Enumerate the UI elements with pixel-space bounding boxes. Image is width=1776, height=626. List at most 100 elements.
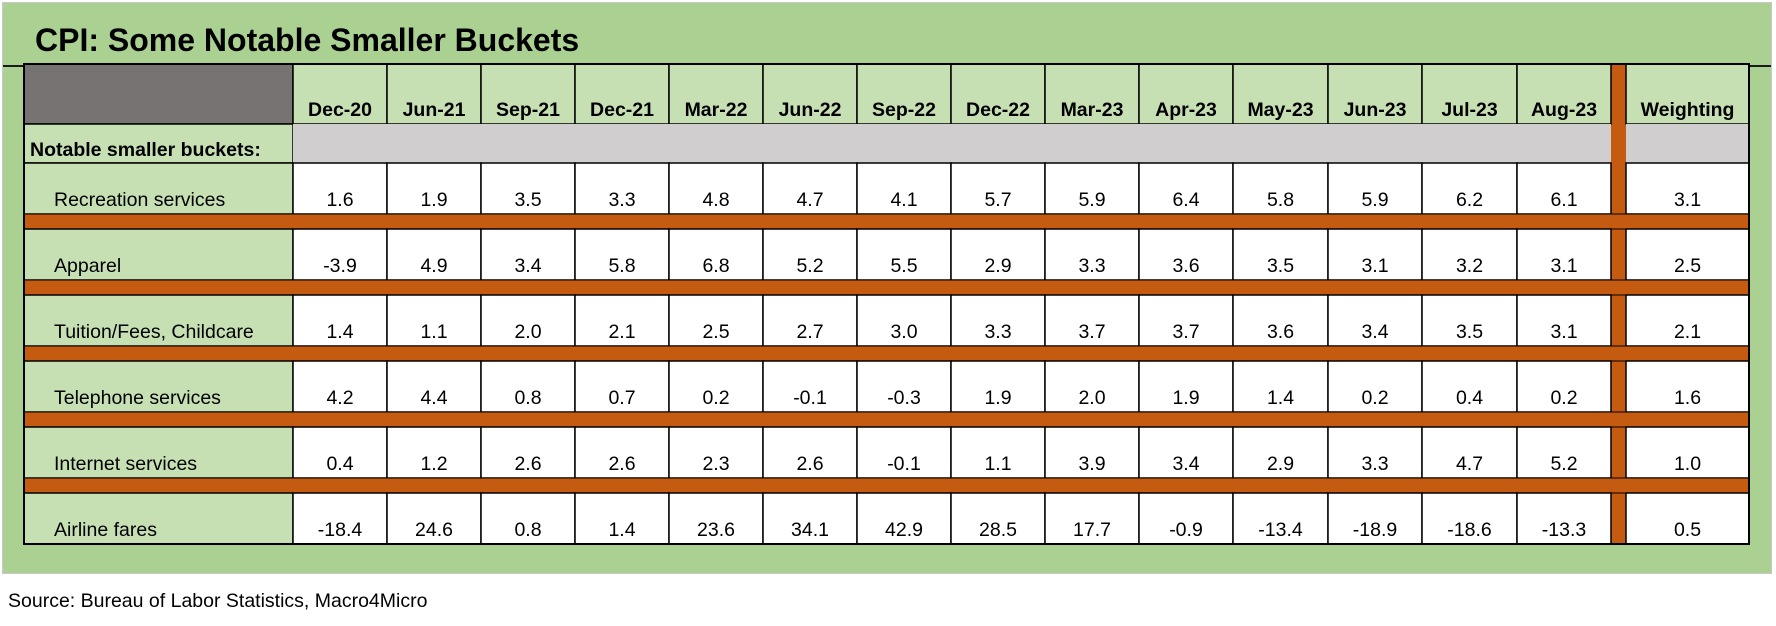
source-note: Source: Bureau of Labor Statistics, Macr… (8, 590, 428, 612)
value-label: 5.9 (1361, 189, 1388, 211)
value-cell (292, 426, 388, 479)
value-cell (668, 228, 764, 281)
value-label: 42.9 (885, 519, 923, 541)
value-label: 1.9 (984, 387, 1011, 409)
value-cell (1232, 162, 1329, 215)
row-label-cell (23, 162, 294, 215)
value-cell (668, 492, 764, 545)
value-label: 28.5 (979, 519, 1017, 541)
value-label: 2.9 (984, 255, 1011, 277)
weight-cell (1625, 426, 1750, 479)
value-cell (386, 162, 482, 215)
column-header: Mar-22 (685, 99, 748, 121)
value-label: 3.7 (1172, 321, 1199, 343)
value-cell (386, 360, 482, 413)
value-label: 1.4 (326, 321, 353, 343)
value-cell (950, 162, 1046, 215)
value-label: 4.4 (420, 387, 447, 409)
row-label: Apparel (54, 255, 121, 277)
page-title: CPI: Some Notable Smaller Buckets (35, 22, 580, 58)
value-label: 3.3 (984, 321, 1011, 343)
value-cell (1421, 426, 1518, 479)
value-cell (1138, 492, 1234, 545)
value-label: 2.7 (796, 321, 823, 343)
value-cell (856, 492, 952, 545)
value-label: 2.6 (608, 453, 635, 475)
row-label-cell (23, 294, 294, 347)
weight-separator-bar (1611, 64, 1626, 544)
value-cell (1138, 294, 1234, 347)
value-cell (1044, 360, 1140, 413)
value-label: -0.1 (793, 387, 827, 409)
column-header: Jun-22 (779, 99, 842, 121)
value-cell (668, 360, 764, 413)
value-cell (1516, 426, 1612, 479)
value-cell (1232, 360, 1329, 413)
value-label: 3.4 (1172, 453, 1199, 475)
value-cell (1044, 426, 1140, 479)
row-separator-bar (23, 411, 1750, 428)
value-cell (292, 360, 388, 413)
value-label: 0.7 (608, 387, 635, 409)
column-header: Mar-23 (1061, 99, 1124, 121)
value-cell (480, 492, 576, 545)
value-cell (1421, 228, 1518, 281)
section-label: Notable smaller buckets: (30, 139, 261, 161)
value-cell (386, 426, 482, 479)
value-label: 2.6 (796, 453, 823, 475)
header-cell (1232, 63, 1329, 125)
value-cell (856, 426, 952, 479)
value-cell (1232, 492, 1329, 545)
value-label: 3.3 (1361, 453, 1388, 475)
section-band (293, 124, 1611, 163)
value-label: 4.7 (1456, 453, 1483, 475)
weight-value: 2.5 (1674, 255, 1701, 277)
value-label: 5.2 (796, 255, 823, 277)
value-label: 6.2 (1456, 189, 1483, 211)
value-cell (762, 228, 858, 281)
value-label: 3.5 (1456, 321, 1483, 343)
value-cell (1516, 492, 1612, 545)
value-cell (574, 228, 670, 281)
row-label-cell (23, 492, 294, 545)
row-label: Tuition/Fees, Childcare (54, 321, 254, 343)
column-header: Dec-22 (966, 99, 1030, 121)
row-label: Airline fares (54, 519, 157, 541)
value-label: 3.3 (608, 189, 635, 211)
value-label: 5.9 (1078, 189, 1105, 211)
column-header: Jul-23 (1441, 99, 1498, 121)
value-cell (1232, 294, 1329, 347)
value-label: -13.3 (1542, 519, 1586, 541)
weight-value: 1.0 (1674, 453, 1701, 475)
value-label: 3.1 (1550, 255, 1577, 277)
value-cell (1327, 294, 1423, 347)
value-label: 1.6 (326, 189, 353, 211)
value-label: 4.2 (326, 387, 353, 409)
value-cell (1421, 360, 1518, 413)
value-cell (292, 162, 388, 215)
value-label: -0.9 (1169, 519, 1203, 541)
value-label: -13.4 (1258, 519, 1303, 541)
value-label: 0.2 (1361, 387, 1388, 409)
row-separator-bar (23, 345, 1750, 362)
value-cell (574, 492, 670, 545)
value-cell (762, 360, 858, 413)
column-header: Aug-23 (1531, 99, 1597, 121)
value-label: 1.9 (420, 189, 447, 211)
row-label: Recreation services (54, 189, 225, 211)
header-corner-cell (23, 63, 294, 125)
value-label: -18.9 (1353, 519, 1397, 541)
value-cell (1516, 294, 1612, 347)
weight-value: 3.1 (1674, 189, 1701, 211)
value-label: 1.4 (608, 519, 635, 541)
value-label: 1.1 (984, 453, 1011, 475)
value-label: 0.2 (702, 387, 729, 409)
header-cell (386, 63, 482, 125)
value-label: 5.8 (608, 255, 635, 277)
value-label: 1.1 (420, 321, 447, 343)
value-cell (480, 426, 576, 479)
row-label: Internet services (54, 453, 197, 475)
value-cell (1327, 426, 1423, 479)
value-label: 1.4 (1267, 387, 1294, 409)
